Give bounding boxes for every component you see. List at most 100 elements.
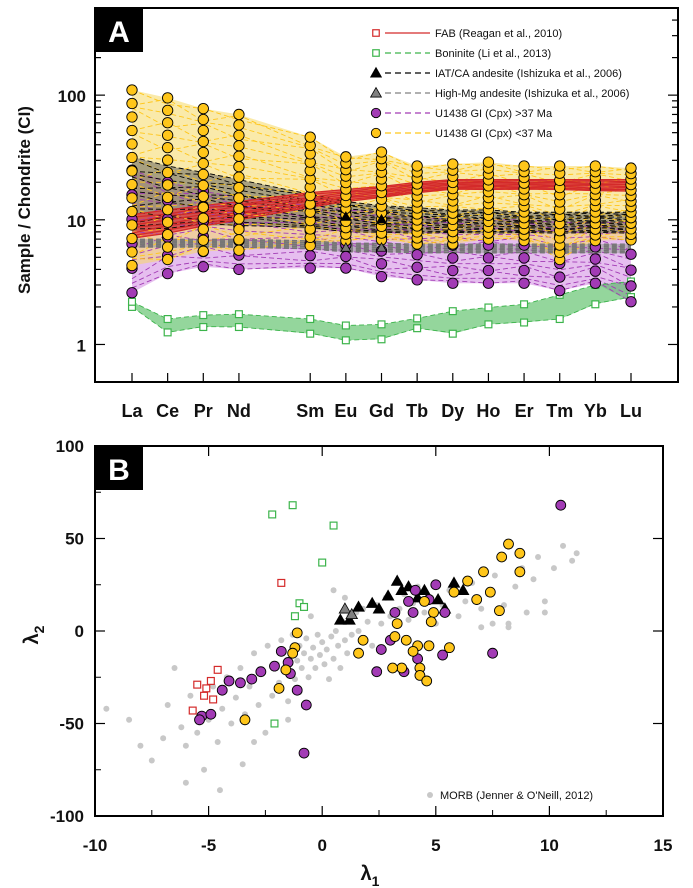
x-tick-label: -10: [83, 836, 108, 855]
point-u1438-gi-cpx-37-ma: [280, 664, 292, 676]
x-tick-label: 0: [317, 836, 326, 855]
sample-line-u1438-gi-cpx-37-ma: [131, 222, 632, 243]
marker-u1438-gi-cpx-37-ma: [233, 129, 245, 141]
marker-u1438-gi-cpx-37-ma: [482, 264, 495, 277]
marker-u1438-gi-cpx-37-ma: [304, 131, 316, 143]
y-tick-label: 100: [56, 437, 84, 456]
x-tick-label-pr: Pr: [194, 401, 213, 421]
point-u1438-gi-cpx-37-ma: [430, 579, 442, 591]
sample-line-high-mg-andesite-ishizuka-et-al-2006: [131, 246, 632, 254]
marker-boninite-li-et-al-2013: [306, 315, 315, 324]
marker-u1438-gi-cpx-37-ma: [625, 280, 637, 292]
marker-u1438-gi-cpx-37-ma: [126, 151, 138, 164]
marker-u1438-gi-cpx-37-ma: [447, 277, 459, 289]
marker-u1438-gi-cpx-37-ma: [161, 154, 174, 166]
sample-line-high-mg-andesite-ishizuka-et-al-2006: [131, 243, 632, 251]
point-morb-jenner-o-neill-2012: [341, 594, 348, 601]
legend-label-u1438-gi-cpx-37-ma: U1438 GI (Cpx) <37 Ma: [435, 128, 553, 140]
sample-line-high-mg-andesite-ishizuka-et-al-2006: [132, 246, 631, 253]
sample-line-u1438-gi-cpx-37-ma: [131, 198, 632, 242]
sample-line-high-mg-andesite-ishizuka-et-al-2006: [132, 242, 631, 249]
marker-u1438-gi-cpx-37-ma: [197, 212, 209, 224]
point-u1438-gi-cpx-37-ma: [389, 607, 401, 618]
point-u1438-gi-cpx-37-ma: [487, 647, 498, 659]
marker-boninite-li-et-al-2013: [555, 315, 564, 324]
marker-boninite-li-et-al-2013: [377, 320, 386, 329]
point-morb-jenner-o-neill-2012: [182, 779, 189, 786]
x-tick-label-tb: Tb: [406, 401, 428, 421]
marker-boninite-li-et-al-2013: [448, 329, 457, 338]
sample-line-u1438-gi-cpx-37-ma: [131, 174, 632, 233]
point-u1438-gi-cpx-37-ma: [287, 647, 299, 659]
marker-u1438-gi-cpx-37-ma: [126, 178, 138, 191]
marker-boninite-li-et-al-2013: [484, 320, 493, 329]
point-u1438-gi-cpx-37-ma: [409, 584, 421, 596]
marker-u1438-gi-cpx-37-ma: [197, 261, 209, 273]
point-fab-reagan-et-al-2010: [277, 578, 286, 587]
point-morb-jenner-o-neill-2012: [364, 618, 371, 625]
point-u1438-gi-cpx-37-ma: [419, 596, 430, 607]
point-u1438-gi-cpx-37-ma: [353, 647, 364, 659]
point-morb-jenner-o-neill-2012: [337, 665, 344, 671]
point-u1438-gi-cpx-37-ma: [375, 644, 387, 655]
panel-b-label: B: [108, 454, 130, 487]
marker-u1438-gi-cpx-37-ma: [161, 267, 174, 280]
point-morb-jenner-o-neill-2012: [210, 683, 217, 690]
point-boninite-li-et-al-2013: [270, 719, 279, 728]
point-morb-jenner-o-neill-2012: [126, 716, 133, 723]
marker-u1438-gi-cpx-37-ma: [447, 252, 459, 264]
point-u1438-gi-cpx-37-ma: [471, 594, 483, 605]
point-morb-jenner-o-neill-2012: [214, 739, 221, 745]
marker-u1438-gi-cpx-37-ma: [375, 258, 388, 270]
point-boninite-li-et-al-2013: [329, 521, 338, 530]
marker-u1438-gi-cpx-37-ma: [447, 158, 459, 170]
point-morb-jenner-o-neill-2012: [541, 598, 548, 605]
point-u1438-gi-cpx-37-ma: [273, 682, 285, 694]
x-tick-label-sm: Sm: [296, 401, 324, 421]
marker-u1438-gi-cpx-37-ma: [197, 245, 209, 257]
marker-u1438-gi-cpx-37-ma: [161, 129, 174, 141]
legend-marker-morb: [427, 792, 433, 798]
panel-b-y-axis-label: λ2: [21, 625, 47, 644]
point-morb-jenner-o-neill-2012: [307, 655, 314, 662]
point-morb-jenner-o-neill-2012: [137, 742, 144, 749]
marker-boninite-li-et-al-2013: [448, 307, 457, 316]
point-u1438-gi-cpx-37-ma: [269, 660, 280, 672]
marker-u1438-gi-cpx-37-ma: [589, 253, 602, 265]
panel-b-frame: [94, 445, 664, 817]
marker-u1438-gi-cpx-37-ma: [233, 234, 245, 246]
marker-boninite-li-et-al-2013: [163, 315, 172, 324]
y-tick-label: 1: [77, 336, 86, 355]
sample-line-u1438-gi-cpx-37-ma: [131, 182, 632, 224]
x-tick-label-eu: Eu: [334, 401, 357, 421]
marker-u1438-gi-cpx-37-ma: [233, 223, 245, 235]
sample-line-fab-reagan-et-al-2010: [131, 184, 632, 229]
point-iat-ca-andesite-ishizuka-et-al-2006: [431, 593, 445, 605]
point-morb-jenner-o-neill-2012: [303, 635, 310, 642]
marker-u1438-gi-cpx-37-ma: [197, 146, 209, 159]
marker-u1438-gi-cpx-37-ma: [161, 229, 174, 241]
marker-u1438-gi-cpx-37-ma: [126, 205, 138, 218]
point-u1438-gi-cpx-37-ma: [194, 714, 205, 726]
point-morb-jenner-o-neill-2012: [178, 724, 185, 731]
point-morb-jenner-o-neill-2012: [251, 739, 258, 745]
point-morb-jenner-o-neill-2012: [307, 613, 314, 620]
marker-u1438-gi-cpx-37-ma: [197, 124, 209, 137]
marker-u1438-gi-cpx-37-ma: [482, 252, 495, 264]
point-morb-jenner-o-neill-2012: [246, 683, 253, 690]
point-morb-jenner-o-neill-2012: [523, 609, 530, 616]
sample-line-u1438-gi-cpx-37-ma: [131, 131, 632, 189]
marker-u1438-gi-cpx-37-ma: [197, 168, 209, 181]
point-morb-jenner-o-neill-2012: [171, 665, 178, 671]
marker-boninite-li-et-al-2013: [520, 300, 529, 309]
point-iat-ca-andesite-ishizuka-et-al-2006: [390, 574, 404, 586]
marker-u1438-gi-cpx-37-ma: [161, 92, 174, 104]
marker-u1438-gi-cpx-37-ma: [126, 232, 138, 245]
point-u1438-gi-cpx-37-ma: [255, 666, 267, 678]
sample-line-iat-ca-andesite-ishizuka-et-al-2006: [131, 159, 632, 216]
marker-iat-ca-andesite-ishizuka-et-al-2006: [376, 213, 387, 224]
panel-b-legend: MORB (Jenner & O'Neill, 2012): [427, 790, 593, 802]
marker-u1438-gi-cpx-37-ma: [197, 102, 209, 115]
